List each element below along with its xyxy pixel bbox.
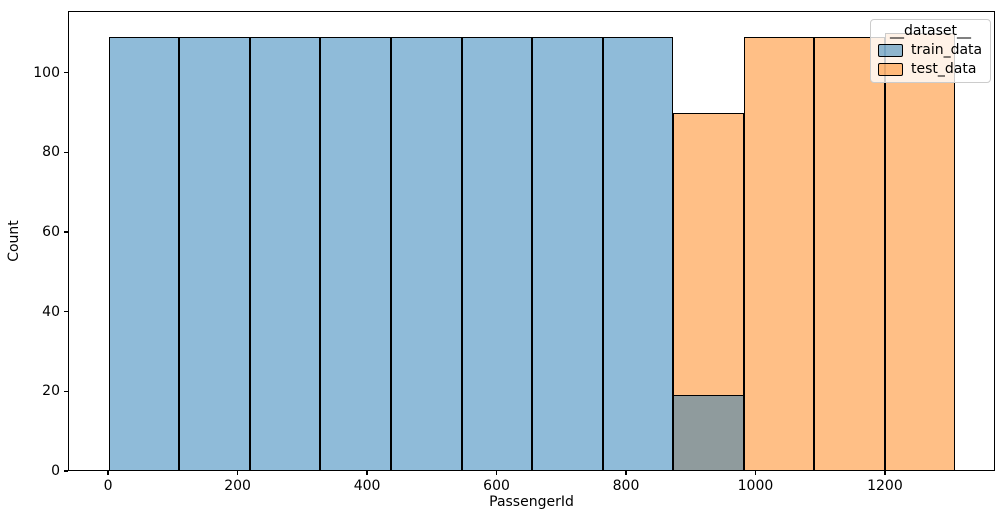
y-tick-label: 60	[42, 224, 60, 241]
x-axis-tick	[754, 471, 757, 475]
x-tick-label: 600	[483, 478, 510, 494]
histogram-bar-test_data	[743, 36, 815, 471]
y-axis-tick	[64, 470, 68, 472]
y-tick-label: 40	[42, 303, 60, 320]
x-tick-label: 1000	[737, 478, 774, 494]
legend-title: __dataset__	[890, 23, 971, 39]
y-axis-tick	[64, 71, 68, 74]
x-axis-tick	[884, 471, 886, 475]
legend-swatch-test-icon	[878, 62, 903, 76]
x-axis-tick	[236, 471, 239, 475]
legend-swatch-train-icon	[878, 43, 903, 57]
histogram-bar-test_data	[884, 32, 956, 471]
legend-label-train: train_data	[911, 42, 983, 58]
x-axis-tick	[625, 471, 627, 475]
histogram-bar-train_data	[179, 36, 250, 471]
y-axis-label: Count	[6, 220, 22, 262]
x-axis-tick	[107, 471, 109, 475]
x-axis-tick	[366, 471, 368, 475]
legend-label-test: test_data	[911, 61, 977, 77]
legend-entry-train: train_data	[878, 42, 983, 58]
histogram-bar-train_data	[602, 36, 674, 471]
y-axis-tick	[64, 151, 68, 154]
legend: __dataset__ train_data test_data	[870, 19, 991, 83]
x-tick-label: 400	[353, 478, 381, 494]
plot-area	[68, 11, 995, 471]
y-tick-label: 80	[42, 144, 60, 161]
y-axis-tick	[64, 231, 68, 233]
histogram-bar-test_data	[814, 36, 885, 471]
x-tick-label: 1200	[867, 478, 903, 494]
histogram-bar-train_data	[391, 36, 462, 471]
y-tick-label: 0	[51, 463, 60, 479]
histogram-bar-train_data	[249, 36, 321, 471]
histogram-bar-train_data	[108, 36, 180, 471]
x-axis-tick	[495, 471, 498, 475]
histogram-bar-train_data	[532, 36, 603, 471]
x-axis-label: PassengerId	[489, 494, 574, 510]
histogram-bar-train_data	[673, 395, 744, 471]
y-axis-tick	[64, 390, 68, 393]
x-tick-label: 0	[103, 478, 113, 494]
y-tick-label: 20	[42, 383, 60, 400]
histogram-bar-train_data	[461, 36, 533, 471]
y-axis-tick	[64, 310, 68, 313]
histogram-bar-train_data	[320, 36, 392, 471]
x-tick-label: 800	[612, 478, 640, 494]
legend-entry-test: test_data	[878, 61, 983, 77]
y-tick-label: 100	[33, 64, 60, 81]
x-tick-label: 200	[224, 478, 251, 494]
